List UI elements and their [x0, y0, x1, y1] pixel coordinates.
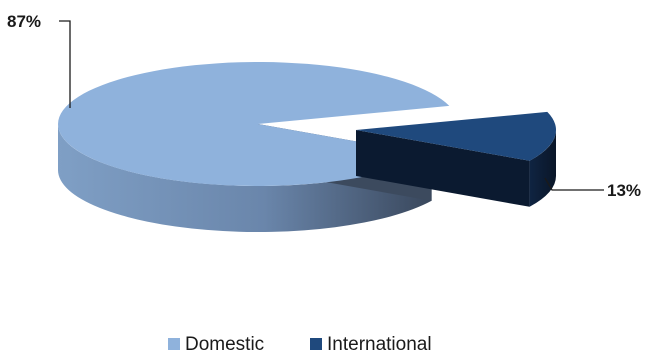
slice-domestic-top: [58, 62, 450, 187]
legend-label-international: International: [327, 334, 432, 355]
slice-international-top: [356, 111, 557, 161]
legend-label-domestic: Domestic: [185, 334, 264, 355]
slice-international: [356, 111, 557, 207]
slice-international-cut-face: [356, 130, 530, 207]
slice-international-side: [529, 130, 557, 207]
data-label-international: 13%: [607, 181, 641, 200]
legend: Domestic International: [168, 334, 432, 355]
leader-line-domestic: [59, 20, 71, 108]
legend-swatch-international: [310, 338, 322, 350]
data-label-domestic: 87%: [7, 12, 41, 31]
slice-domestic: [57, 62, 450, 233]
leader-line-international: [544, 177, 604, 191]
legend-swatch-domestic: [168, 338, 180, 350]
slice-domestic-side: [57, 124, 432, 233]
